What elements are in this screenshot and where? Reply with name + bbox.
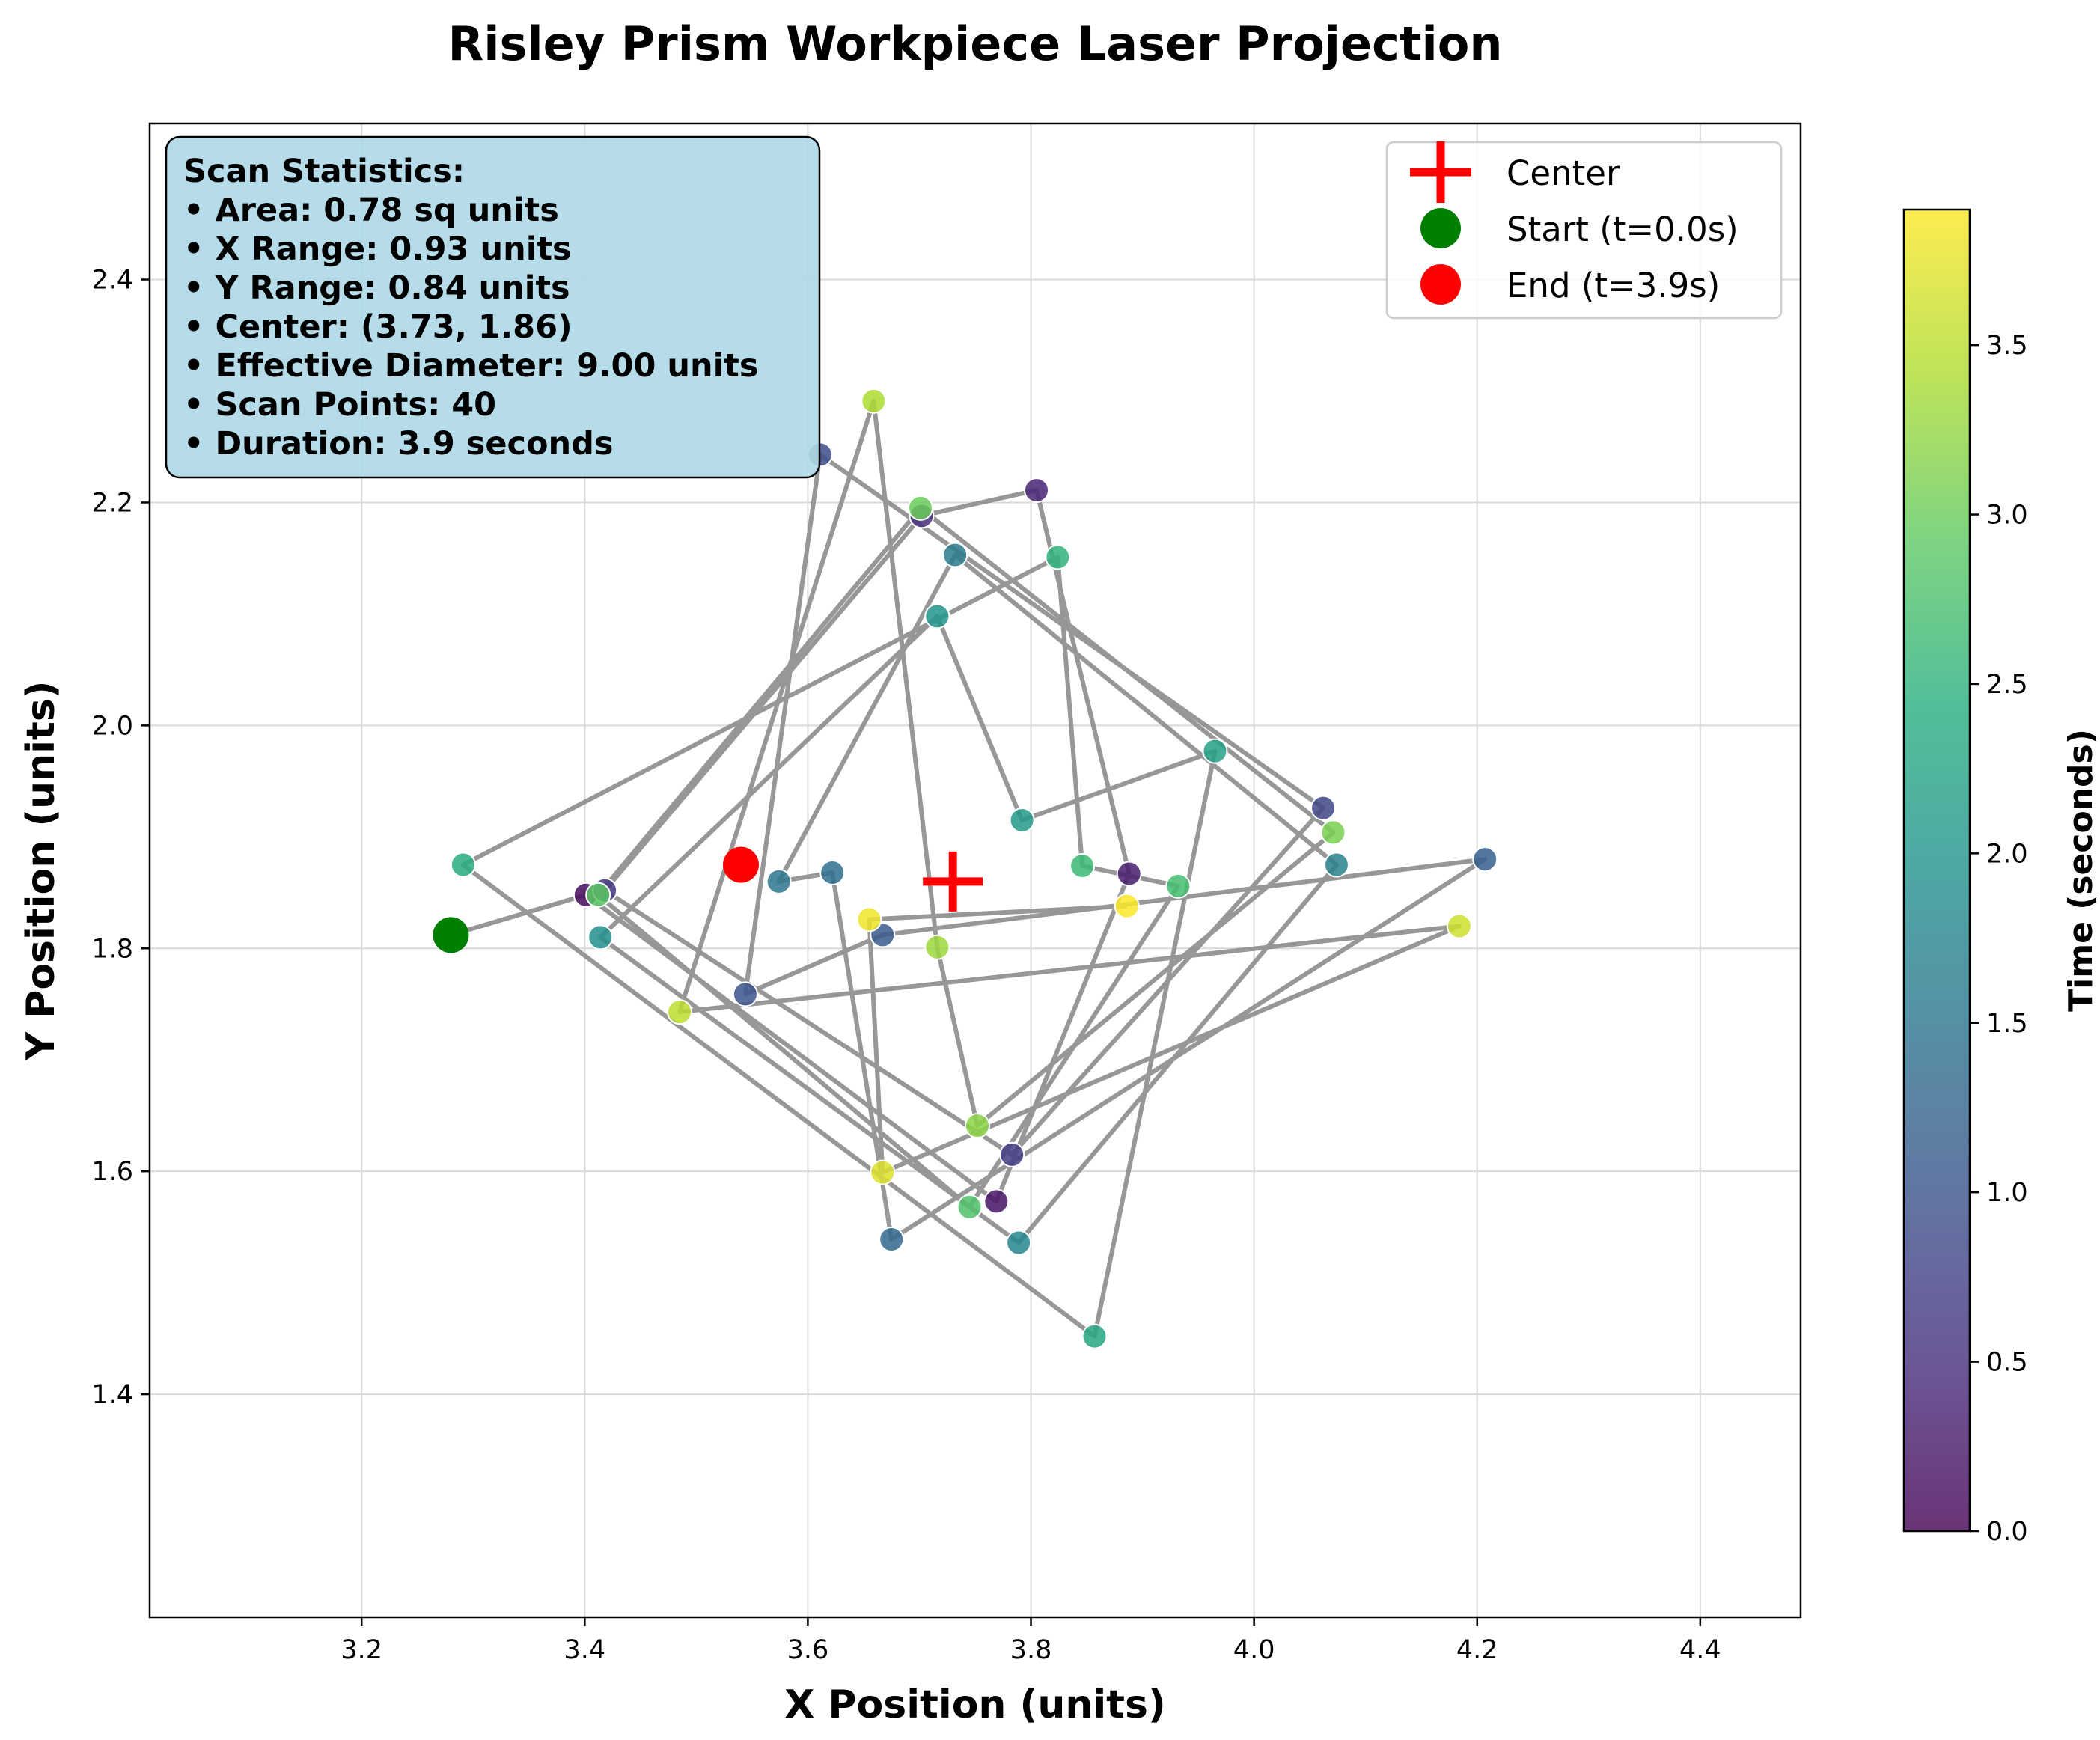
x-tick-label: 3.8 [1010,1635,1052,1665]
x-tick-label: 4.2 [1456,1635,1498,1665]
plot-frame [148,122,1802,1619]
scan-point [870,1159,896,1185]
colorbar-tick-label: 1.0 [1986,1178,2028,1208]
scan-point [1045,544,1071,570]
y-tick-label: 1.8 [91,934,133,964]
y-axis-ticks: 1.4 1.6 1.8 2.0 2.2 2.4 [91,266,150,1410]
legend: Center Start (t=0.0s) End (t=3.9s) [1385,141,1783,320]
scan-points [438,388,1498,1349]
scan-point [1320,819,1346,846]
y-tick-label: 2.4 [91,266,133,296]
scan-point [587,924,614,950]
colorbar-tick-label: 1.5 [1986,1009,2028,1039]
x-tick-label: 4.4 [1679,1635,1721,1665]
scan-point [450,852,476,878]
colorbar: 0.0 0.5 1.0 1.5 2.0 2.5 3.0 3.5 Time (seconds) [1902,208,2100,1547]
legend-center-icon [1410,141,1471,203]
stats-duration: • Duration: 3.9 seconds [183,425,614,463]
x-tick-label: 4.0 [1233,1635,1275,1665]
start-marker [433,917,469,953]
legend-end-label: End (t=3.9s) [1507,266,1720,305]
scan-point [924,934,950,960]
scan-point [1472,846,1498,873]
colorbar-tick-label: 3.5 [1986,331,2028,361]
center-marker [923,851,983,912]
stats-area: • Area: 0.78 sq units [183,192,559,229]
stats-diameter: • Effective Diameter: 9.00 units [183,347,758,385]
x-tick-label: 3.6 [787,1635,829,1665]
y-tick-label: 2.0 [91,711,133,741]
special-markers [433,846,983,953]
scan-point [999,1141,1025,1167]
scan-point [1116,861,1142,887]
scan-point [1114,893,1140,919]
scan-point [1202,738,1228,764]
x-tick-label: 3.4 [564,1635,605,1665]
stats-x-range: • X Range: 0.93 units [183,231,572,268]
scan-point [861,388,887,414]
stats-y-range: • Y Range: 0.84 units [183,269,570,307]
legend-start-label: Start (t=0.0s) [1507,210,1739,249]
scan-point [1006,1230,1032,1256]
colorbar-tick-label: 0.5 [1986,1348,2028,1378]
colorbar-tick-label: 0.0 [1986,1517,2028,1547]
chart-title: Risley Prism Workpiece Laser Projection [448,16,1503,71]
x-axis-ticks: 3.2 3.4 3.6 3.8 4.0 4.2 4.4 [341,1617,1721,1665]
scan-point [667,999,693,1025]
legend-frame [1385,141,1783,320]
colorbar-tick-label: 2.5 [1986,670,2028,700]
scan-point [942,542,968,568]
legend-center-label: Center [1507,153,1620,193]
scan-path-line [450,398,1488,1339]
stats-center: • Center: (3.73, 1.86) [183,308,573,346]
scan-path [450,398,1488,1339]
scan-point [732,981,758,1007]
scan-point [1446,913,1472,939]
scan-point [1081,1323,1108,1349]
scan-point [766,868,792,894]
scan-point [1023,477,1049,504]
scan-point [1009,807,1035,833]
scan-point [907,495,933,521]
legend-end-icon [1420,264,1461,305]
colorbar-ticks: 0.0 0.5 1.0 1.5 2.0 2.5 3.0 3.5 [1970,331,2028,1547]
stats-points: • Scan Points: 40 [183,386,496,424]
stats-header: Scan Statistics: [183,153,465,190]
scan-point [964,1113,990,1139]
scan-point [1165,873,1191,899]
scan-point [879,1227,905,1253]
colorbar-tick-label: 2.0 [1986,839,2028,869]
scan-point [856,906,882,932]
colorbar-gradient [1902,208,1971,1533]
end-marker [722,846,759,883]
scan-point [924,603,950,629]
y-axis-title: Y Position (units) [19,680,64,1060]
scan-point [585,882,611,908]
scan-point [1069,853,1096,879]
x-tick-label: 3.2 [341,1635,382,1665]
x-axis-title: X Position (units) [784,1682,1166,1727]
stats-box: Scan Statistics: • Area: 0.78 sq units •… [165,135,821,479]
y-tick-label: 1.4 [91,1380,133,1410]
legend-start-icon [1420,208,1461,248]
scan-point [819,859,846,885]
scan-point [983,1188,1010,1215]
stats-box-bg [165,135,821,479]
scan-point [1310,795,1337,821]
colorbar-title: Time (seconds) [2062,729,2100,1012]
scan-point [1323,852,1349,878]
scan-point [956,1194,983,1220]
y-tick-label: 2.2 [91,488,133,518]
colorbar-tick-label: 3.0 [1986,501,2028,531]
y-tick-label: 1.6 [91,1157,133,1187]
